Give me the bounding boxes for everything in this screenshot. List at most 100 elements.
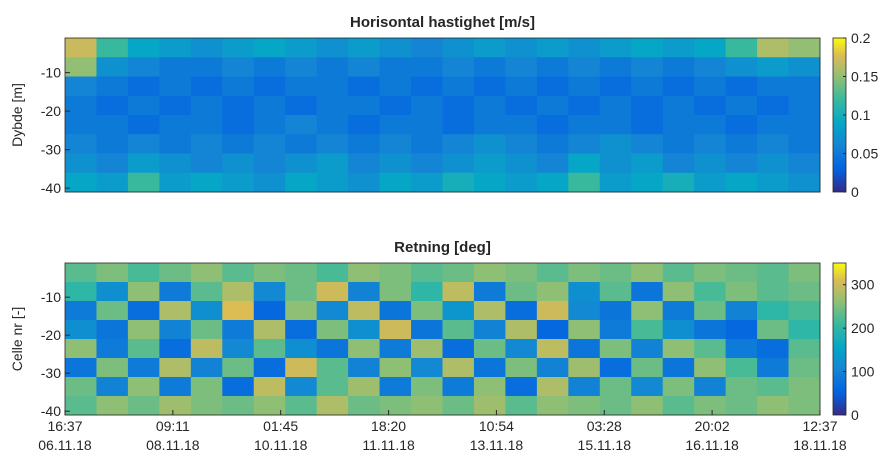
heatmap-cell (253, 57, 286, 77)
heatmap-cell (348, 95, 381, 116)
heatmap-cell (159, 95, 192, 116)
heatmap-cell (473, 339, 506, 359)
heatmap-cell (757, 396, 790, 416)
heatmap-cell (316, 396, 349, 416)
heatmap-cell (379, 301, 412, 321)
heatmap-cell (505, 172, 538, 193)
x-tick-label: 09:11 08.11.18 (146, 418, 200, 453)
heatmap-cell (442, 263, 475, 283)
heatmap-cell (631, 115, 664, 135)
heatmap-cell (662, 95, 695, 116)
heatmap-cell (599, 301, 632, 321)
heatmap-cell (662, 115, 695, 135)
heatmap-cell (65, 358, 97, 378)
heatmap-cell (159, 172, 192, 193)
heatmap-cell (222, 358, 255, 378)
heatmap-cell (473, 95, 506, 116)
x-tick-label: 03:28 15.11.18 (578, 418, 632, 453)
heatmap-cell (316, 263, 349, 283)
heatmap-cell (411, 263, 443, 283)
heatmap-cell (253, 115, 286, 135)
heatmap-cell (505, 76, 538, 97)
heatmap-cell (96, 263, 129, 283)
heatmap-cell (65, 339, 97, 359)
heatmap-cell (599, 57, 632, 77)
heatmap-cell (285, 263, 318, 283)
heatmap-cell (568, 282, 601, 302)
heatmap-cell (190, 320, 223, 340)
heatmap-cell (568, 396, 601, 416)
heatmap-cell (159, 377, 192, 397)
heatmap-cell (222, 95, 255, 116)
heatmap-cell (725, 282, 758, 302)
heatmap-cell (568, 153, 601, 174)
heatmap-cell (96, 301, 129, 321)
colorbar-tick-label: 0.05 (851, 146, 878, 162)
heatmap-cell (662, 377, 695, 397)
heatmap-cell (96, 76, 129, 97)
heatmap-cell (65, 76, 97, 97)
heatmap-cell (348, 339, 381, 359)
heatmap-cell (757, 57, 790, 77)
heatmap-cell (473, 320, 506, 340)
heatmap-cell (757, 95, 790, 116)
heatmap-cell (599, 263, 632, 283)
heatmap-cell (411, 320, 443, 340)
heatmap-cell (631, 396, 664, 416)
heatmap-cell (190, 95, 223, 116)
heatmap-cell (190, 377, 223, 397)
heatmap-cell (127, 38, 160, 58)
heatmap-cell (788, 396, 821, 416)
heatmap-cell (725, 172, 758, 193)
heatmap-cell (65, 263, 97, 283)
heatmap-cell (253, 377, 286, 397)
heatmap-cell (505, 377, 538, 397)
heatmap-cell (316, 153, 349, 174)
heatmap-cell (96, 320, 129, 340)
heatmap-cell (631, 153, 664, 174)
heatmap-cell (505, 263, 538, 283)
heatmap-cell (505, 95, 538, 116)
heatmap-cell (285, 76, 318, 97)
heatmap-cell (96, 358, 129, 378)
heatmap-cell (442, 57, 475, 77)
heatmap-cell (127, 339, 160, 359)
heatmap-cell (222, 153, 255, 174)
heatmap-cell (96, 377, 129, 397)
heatmap-cell (505, 282, 538, 302)
heatmap-cell (599, 358, 632, 378)
heatmap-cell (159, 396, 192, 416)
y-axis-label: Celle nr [-] (9, 307, 25, 372)
heatmap-cell (788, 282, 821, 302)
heatmap-cell (536, 320, 569, 340)
heatmap-cell (788, 301, 821, 321)
heatmap-cell (757, 153, 790, 174)
heatmap-cell (599, 339, 632, 359)
heatmap-cell (505, 301, 538, 321)
heatmap-cell (788, 339, 821, 359)
heatmap-cell (222, 76, 255, 97)
heatmap-cell (442, 172, 475, 193)
heatmap-cell (473, 38, 506, 58)
heatmap-cell (253, 134, 286, 154)
heatmap-cell (442, 396, 475, 416)
heatmap-cell (536, 153, 569, 174)
heatmap-cell (473, 263, 506, 283)
heatmap-cell (285, 153, 318, 174)
heatmap-cell (222, 263, 255, 283)
heatmap-cell (190, 396, 223, 416)
heatmap-cell (159, 358, 192, 378)
heatmap-cell (222, 339, 255, 359)
heatmap-cell (725, 95, 758, 116)
y-tick-label: -30 (41, 365, 61, 381)
heatmap-cell (694, 57, 727, 77)
heatmap-cell (127, 76, 160, 97)
heatmap-cell (253, 358, 286, 378)
heatmap-cell (442, 339, 475, 359)
heatmap-cell (253, 301, 286, 321)
heatmap-cell (473, 134, 506, 154)
heatmap-cell (568, 76, 601, 97)
heatmap-cell (599, 134, 632, 154)
heatmap-cell (725, 320, 758, 340)
heatmap-cell (127, 301, 160, 321)
